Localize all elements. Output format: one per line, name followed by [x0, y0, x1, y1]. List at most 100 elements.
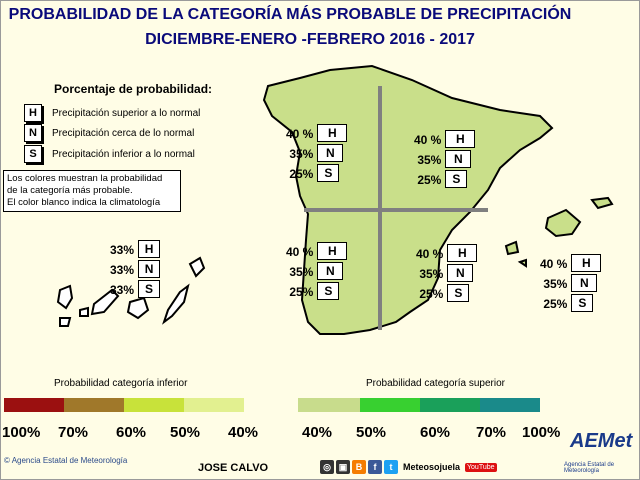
aemet-logo-subtitle: Agencia Estatal de Meteorología [564, 462, 615, 474]
menorca-shape [590, 196, 614, 210]
legend-key-s: S [24, 145, 42, 163]
se-n-box: N [447, 264, 474, 282]
nw-h-pct: 40 % [286, 127, 314, 141]
nw-s-box: S [317, 164, 340, 182]
lower-scale-label: Probabilidad categoría inferior [54, 378, 188, 389]
author-name: JOSE CALVO [198, 462, 269, 474]
note-line-3: El color blanco indica la climatología [7, 197, 161, 208]
ne-h-pct: 40 % [414, 133, 442, 147]
upper-swatch-4 [480, 398, 540, 412]
nw-h-box: H [317, 124, 348, 142]
lower-tick-1: 100% [2, 424, 41, 441]
instagram-icon[interactable]: ◎ [320, 460, 334, 474]
ne-h-box: H [445, 130, 476, 148]
lower-swatch-1 [4, 398, 64, 412]
facebook-icon[interactable]: f [368, 460, 382, 474]
upper-tick-4: 70% [476, 424, 507, 441]
lower-swatch-3 [124, 398, 184, 412]
legend-label-h: Precipitación superior a lo normal [52, 107, 201, 119]
legend-key-h: H [24, 104, 42, 122]
formentera-shape [517, 258, 527, 268]
upper-tick-5: 100% [522, 424, 561, 441]
sw-n-box: N [317, 262, 344, 280]
legend-key-n: N [24, 124, 42, 142]
agency-name: Agencia Estatal de Meteorología [11, 456, 128, 465]
can-s-box: S [138, 280, 161, 298]
region-canarias: 33% 33% 33% H N S [110, 240, 161, 300]
agency-credit: © Agencia Estatal de Meteorología [4, 456, 127, 465]
can-n-box: N [138, 260, 161, 278]
region-northeast: 40 % 35% 25% H N S [414, 130, 476, 190]
legend-item-n: N Precipitación cerca de lo normal [24, 124, 194, 142]
upper-swatch-3 [420, 398, 480, 412]
map-title: PROBABILIDAD DE LA CATEGORÍA MÁS PROBABL… [8, 6, 572, 23]
social-handle[interactable]: Meteosojuela [403, 462, 461, 472]
camera-icon[interactable]: ▣ [336, 460, 350, 474]
el-hierro-shape [59, 317, 72, 327]
nw-s-pct: 25% [289, 167, 314, 181]
can-h-pct: 33% [110, 243, 135, 257]
lanzarote-shape [188, 256, 206, 278]
can-h-box: H [138, 240, 161, 258]
region-balearics: 40 % 35% 25% H N S [540, 254, 602, 314]
legend-label-s: Precipitación inferior a lo normal [52, 148, 195, 160]
se-s-pct: 25% [419, 287, 444, 301]
twitter-icon[interactable]: t [384, 460, 398, 474]
bal-s-box: S [571, 294, 594, 312]
upper-tick-1: 40% [302, 424, 333, 441]
ne-s-box: S [445, 170, 468, 188]
blogger-icon[interactable]: B [352, 460, 366, 474]
note-line-2: de la categoría más probable. [7, 185, 133, 196]
note-line-1: Los colores muestran la probabilidad [7, 173, 163, 184]
sw-s-pct: 25% [289, 285, 314, 299]
legend-item-h: H Precipitación superior a lo normal [24, 104, 200, 122]
can-s-pct: 33% [110, 283, 135, 297]
upper-tick-3: 60% [420, 424, 451, 441]
lower-tick-4: 50% [170, 424, 201, 441]
upper-swatch-2 [360, 398, 420, 412]
sw-h-box: H [317, 242, 348, 260]
lower-tick-2: 70% [58, 424, 89, 441]
ne-s-pct: 25% [417, 173, 442, 187]
can-n-pct: 33% [110, 263, 135, 277]
fuerteventura-shape [162, 283, 190, 325]
gran-canaria-shape [126, 296, 150, 320]
aemet-logo: AEMet [570, 430, 633, 452]
bal-n-box: N [571, 274, 598, 292]
copyright-icon: © [4, 456, 10, 465]
nw-n-pct: 35% [289, 147, 314, 161]
ne-n-box: N [445, 150, 472, 168]
se-h-box: H [447, 244, 478, 262]
lower-swatch-2 [64, 398, 124, 412]
legend-item-s: S Precipitación inferior a lo normal [24, 145, 195, 163]
bal-h-pct: 40 % [540, 257, 568, 271]
social-links: ◎ ▣ B f t Meteosojuela YouTube [320, 460, 497, 474]
sw-s-box: S [317, 282, 340, 300]
se-s-box: S [447, 284, 470, 302]
map-subtitle: DICIEMBRE-ENERO -FEBRERO 2016 - 2017 [145, 31, 475, 48]
sw-h-pct: 40 % [286, 245, 314, 259]
mallorca-shape [544, 208, 582, 238]
youtube-icon[interactable]: YouTube [465, 462, 497, 472]
region-southeast: 40 % 35% 25% H N S [416, 244, 478, 304]
upper-color-scale [298, 398, 540, 412]
region-southwest: 40 % 35% 25% H N S [286, 242, 348, 302]
lower-color-scale [4, 398, 244, 412]
color-note: Los colores muestran la probabilidad de … [3, 170, 181, 212]
la-palma-shape [56, 284, 74, 310]
tenerife-shape [90, 288, 120, 316]
sw-n-pct: 35% [289, 265, 314, 279]
lower-swatch-4 [184, 398, 244, 412]
lower-tick-3: 60% [116, 424, 147, 441]
nw-n-box: N [317, 144, 344, 162]
legend-heading: Porcentaje de probabilidad: [54, 82, 213, 96]
se-h-pct: 40 % [416, 247, 444, 261]
lower-tick-5: 40% [228, 424, 259, 441]
region-northwest: 40 % 35% 25% H N S [286, 124, 348, 184]
legend-label-n: Precipitación cerca de lo normal [52, 127, 195, 139]
bal-n-pct: 35% [543, 277, 568, 291]
bal-s-pct: 25% [543, 297, 568, 311]
ibiza-shape [504, 240, 520, 256]
bal-h-box: H [571, 254, 602, 272]
se-n-pct: 35% [419, 267, 444, 281]
